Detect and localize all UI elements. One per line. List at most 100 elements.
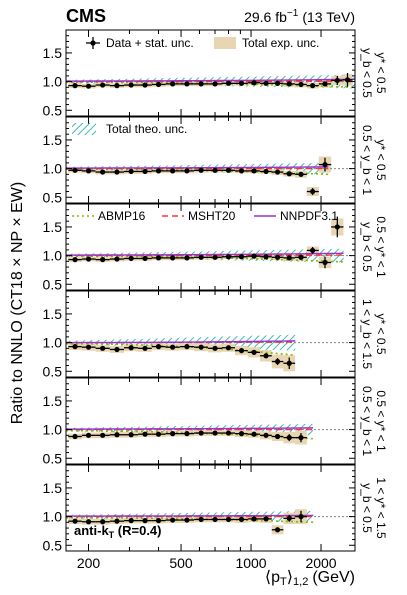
data-point	[260, 254, 272, 260]
nnpdf31-line	[66, 78, 355, 82]
data-point	[179, 168, 195, 174]
region-label-line: 1 < y_b < 1.5	[360, 299, 374, 369]
data-point	[165, 431, 180, 437]
data-point-marker	[263, 168, 269, 175]
x-tick-label: 500	[169, 555, 193, 571]
data-point-marker	[72, 518, 78, 524]
data-point-marker	[142, 82, 148, 88]
data-point-marker	[322, 259, 328, 266]
y-tick-label: 0.5	[43, 450, 63, 466]
data-point	[247, 80, 261, 86]
data-point	[208, 167, 222, 173]
y-tick-label: 1.0	[43, 248, 63, 264]
data-point-marker	[85, 344, 92, 350]
data-point-marker	[114, 83, 120, 89]
data-point-marker	[142, 168, 148, 175]
data-point	[295, 81, 307, 88]
data-point-marker	[170, 81, 176, 87]
region-label-line: 0.5 < y_b < 1	[360, 125, 374, 195]
panel-3: 0.5 1.0 1.5 0.5 < y* < 1y_b < 0.5	[43, 203, 388, 292]
msht20-line	[66, 80, 355, 83]
y-tick-label: 1.0	[43, 509, 63, 525]
data-point-marker	[212, 430, 218, 436]
region-label-line: y* < 0.5	[374, 139, 388, 180]
data-point-marker	[198, 254, 204, 260]
data-point-marker	[274, 80, 281, 86]
data-point	[247, 516, 261, 522]
x-axis-title-index: 1,2	[293, 576, 308, 588]
data-point-marker	[114, 518, 120, 524]
region-label-line: y_b < 0.5	[360, 483, 374, 533]
data-point-marker	[263, 254, 269, 260]
legend-data: Data + stat. unc.	[86, 36, 194, 50]
data-point-marker	[155, 81, 162, 88]
data-point-marker	[251, 431, 257, 437]
data-point-marker	[263, 80, 269, 86]
y-tick-label: 1.5	[43, 480, 63, 496]
legend-exp-swatch	[214, 37, 236, 49]
y-axis-title: Ratio to NNLO (CT18 × NP × EW)	[9, 182, 26, 424]
data-point	[235, 348, 248, 354]
data-point	[151, 255, 166, 261]
data-point	[124, 432, 139, 438]
data-point	[247, 253, 261, 259]
y-tick-label: 1.0	[43, 161, 63, 177]
legend-theo: Total theo. unc.	[72, 122, 187, 136]
data-point-marker	[225, 345, 232, 351]
data-point-marker	[322, 81, 328, 87]
data-point-marker	[170, 168, 176, 174]
y-tick-label: 1.0	[43, 422, 63, 438]
data-point	[109, 169, 125, 175]
data-point-marker	[184, 431, 190, 437]
panel-plot-area	[66, 334, 355, 372]
data-point-marker	[286, 255, 292, 261]
data-point	[318, 157, 332, 172]
data-point-marker	[286, 171, 292, 177]
data-point-marker	[298, 435, 304, 441]
data-point	[109, 83, 125, 89]
x-axis-title: ⟨pT⟩1,2 (GeV)	[265, 569, 355, 588]
data-point-marker	[251, 349, 257, 355]
y-tick-label: 0.5	[43, 102, 63, 118]
data-point	[179, 517, 195, 523]
legend-abmp16-label: ABMP16	[98, 209, 146, 223]
data-point-marker	[198, 430, 204, 436]
legend-nnpdf31: NNPDF3.1	[254, 209, 338, 223]
region-label: y* < 0.51 < y_b < 1.5	[360, 299, 388, 369]
data-point-marker	[238, 348, 245, 354]
region-label-line: 0.5 < y* < 1	[374, 390, 388, 452]
data-point	[124, 82, 139, 88]
data-point	[221, 516, 236, 523]
x-tick-label: 1000	[235, 555, 266, 571]
data-point	[165, 81, 180, 87]
data-point	[109, 518, 125, 524]
data-point	[221, 254, 236, 260]
experiment-label: CMS	[66, 6, 106, 26]
data-point-marker	[128, 432, 134, 438]
y-tick-label: 1.5	[43, 219, 63, 235]
region-label-line: 0.5 < y_b < 1	[360, 386, 374, 456]
data-point-marker	[298, 254, 304, 260]
data-point-marker	[238, 516, 245, 523]
data-point-marker	[72, 344, 78, 350]
data-point-marker	[100, 345, 106, 351]
data-point	[247, 168, 261, 174]
data-point-marker	[334, 224, 340, 230]
data-point	[165, 168, 180, 174]
data-point-marker	[142, 518, 148, 524]
data-point-marker	[85, 519, 92, 525]
data-point	[295, 254, 307, 260]
data-point	[138, 345, 152, 351]
data-point	[109, 256, 125, 262]
data-point	[235, 516, 248, 523]
region-label: y* < 0.5y_b < 0.5	[360, 48, 388, 98]
data-point-marker	[184, 168, 190, 174]
data-point	[271, 527, 284, 533]
data-point-marker	[263, 516, 269, 522]
data-point-marker	[212, 81, 218, 87]
data-point	[221, 80, 236, 86]
y-tick-label: 1.5	[43, 393, 63, 409]
data-point	[295, 433, 307, 443]
data-point	[295, 171, 307, 177]
data-point-marker	[298, 81, 304, 88]
